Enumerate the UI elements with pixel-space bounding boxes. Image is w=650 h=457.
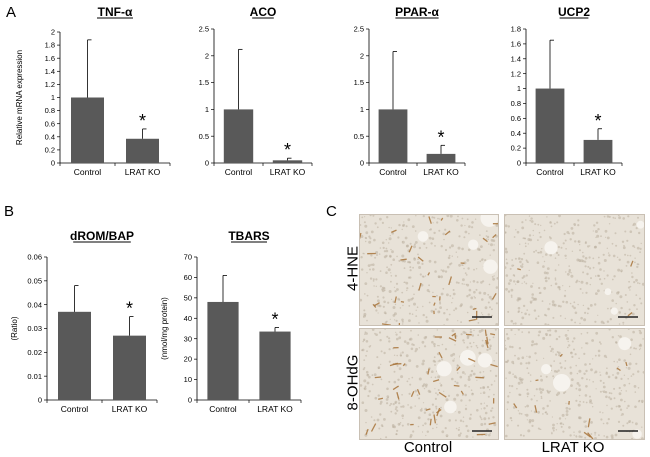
panel-a-label: A xyxy=(6,4,17,21)
chart-0-y-axis-label: Relative mRNA expression xyxy=(15,50,24,145)
chart-2-bar xyxy=(378,109,408,163)
chart-0-ytick-label: 1.4 xyxy=(45,67,55,76)
chart-3-ytick-label: 1.2 xyxy=(511,69,521,78)
chart-2-ytick-label: 0 xyxy=(360,159,364,168)
chart-1-category-label: LRAT KO xyxy=(270,167,306,177)
chart-1-ytick-label: 0 xyxy=(205,159,209,168)
chart-5-ytick-label: 70 xyxy=(184,253,192,262)
chart-0-ytick-label: 0.2 xyxy=(45,146,55,155)
chart-3-ytick-label: 1.6 xyxy=(511,39,521,48)
chart-2-significance-marker: * xyxy=(437,127,444,147)
chart-1-significance-marker: * xyxy=(284,140,291,160)
chart-1-bar xyxy=(272,160,303,163)
chart-1-ytick-label: 1.5 xyxy=(199,78,209,87)
chart-4-ytick-label: 0.05 xyxy=(27,276,42,285)
chart-3-category-label: Control xyxy=(536,167,564,177)
chart-1-category-label: Control xyxy=(225,167,253,177)
chart-4-y-axis-label: (Ratio) xyxy=(10,316,19,340)
chart-5-category-label: Control xyxy=(209,404,237,414)
chart-4-title: dROM/BAP xyxy=(70,229,134,243)
chart-3-ytick-label: 1 xyxy=(517,84,521,93)
chart-4-ytick-label: 0.01 xyxy=(27,372,42,381)
chart-2-category-label: LRAT KO xyxy=(423,167,459,177)
chart-5-category-label: LRAT KO xyxy=(257,404,293,414)
chart-5-title: TBARS xyxy=(228,229,269,243)
chart-3-bar xyxy=(535,88,565,163)
chart-0-ytick-label: 1.2 xyxy=(45,80,55,89)
chart-3-category-label: LRAT KO xyxy=(580,167,616,177)
chart-2-ytick-label: 0.5 xyxy=(354,132,364,141)
chart-1-title: ACO xyxy=(250,5,277,19)
panel-c-label: C xyxy=(326,203,337,220)
chart-4-significance-marker: * xyxy=(126,299,133,319)
chart-4-bar xyxy=(113,335,146,400)
chart-0-bar xyxy=(126,138,159,163)
chart-1-bar xyxy=(223,109,254,163)
chart-3-ytick-label: 0 xyxy=(517,159,521,168)
chart-1-ytick-label: 1 xyxy=(205,105,209,114)
chart-3-bar xyxy=(583,139,613,163)
chart-4-ytick-label: 0.04 xyxy=(27,300,42,309)
chart-2-ytick-label: 1 xyxy=(360,105,364,114)
chart-5-significance-marker: * xyxy=(271,309,278,329)
chart-0-ytick-label: 1.6 xyxy=(45,54,55,63)
chart-5-y-axis-label: (nmol/mg protein) xyxy=(160,297,169,360)
chart-2-title: PPAR-α xyxy=(395,5,439,19)
chart-0-ytick-label: 0 xyxy=(51,159,55,168)
chart-5-ytick-label: 0 xyxy=(188,396,192,405)
chart-0-ytick-label: 0.4 xyxy=(45,132,55,141)
chart-1-ytick-label: 0.5 xyxy=(199,132,209,141)
chart-1-ytick-label: 2.5 xyxy=(199,25,209,34)
chart-4-ytick-label: 0.03 xyxy=(27,324,42,333)
chart-5-bar xyxy=(259,331,291,400)
chart-3-ytick-label: 1.4 xyxy=(511,54,521,63)
chart-0-ytick-label: 0.6 xyxy=(45,119,55,128)
chart-5-ytick-label: 20 xyxy=(184,355,192,364)
chart-5-ytick-label: 10 xyxy=(184,375,192,384)
chart-3-ytick-label: 0.4 xyxy=(511,129,521,138)
chart-4-category-label: LRAT KO xyxy=(112,404,148,414)
chart-2-category-label: Control xyxy=(379,167,407,177)
chart-0-title: TNF-α xyxy=(98,5,133,19)
chart-1-ytick-label: 2 xyxy=(205,51,209,60)
chart-3-ytick-label: 0.8 xyxy=(511,99,521,108)
chart-3-ytick-label: 0.2 xyxy=(511,144,521,153)
chart-2-ytick-label: 2 xyxy=(360,51,364,60)
chart-5-ytick-label: 60 xyxy=(184,273,192,282)
chart-4-category-label: Control xyxy=(61,404,89,414)
chart-4-ytick-label: 0 xyxy=(38,396,42,405)
chart-5-ytick-label: 30 xyxy=(184,334,192,343)
panel-b-label: B xyxy=(4,203,15,220)
chart-5-ytick-label: 50 xyxy=(184,293,192,302)
chart-2-bar xyxy=(426,153,456,163)
chart-2-ytick-label: 2.5 xyxy=(354,25,364,34)
chart-4-ytick-label: 0.06 xyxy=(27,253,42,262)
chart-3-ytick-label: 0.6 xyxy=(511,114,521,123)
chart-3-significance-marker: * xyxy=(594,111,601,131)
chart-3-title: UCP2 xyxy=(558,5,590,19)
chart-4-bar xyxy=(58,311,91,400)
chart-0-significance-marker: * xyxy=(139,111,146,131)
chart-0-bar xyxy=(71,97,104,163)
chart-4-ytick-label: 0.02 xyxy=(27,348,42,357)
chart-5-ytick-label: 40 xyxy=(184,314,192,323)
chart-0-ytick-label: 0.8 xyxy=(45,106,55,115)
chart-0-ytick-label: 2 xyxy=(51,28,55,37)
chart-5-bar xyxy=(207,301,239,400)
chart-0-category-label: Control xyxy=(74,167,102,177)
chart-0-category-label: LRAT KO xyxy=(125,167,161,177)
chart-0-ytick-label: 1.8 xyxy=(45,41,55,50)
chart-0-ytick-label: 1 xyxy=(51,93,55,102)
chart-2-ytick-label: 1.5 xyxy=(354,78,364,87)
chart-3-ytick-label: 1.8 xyxy=(511,25,521,34)
